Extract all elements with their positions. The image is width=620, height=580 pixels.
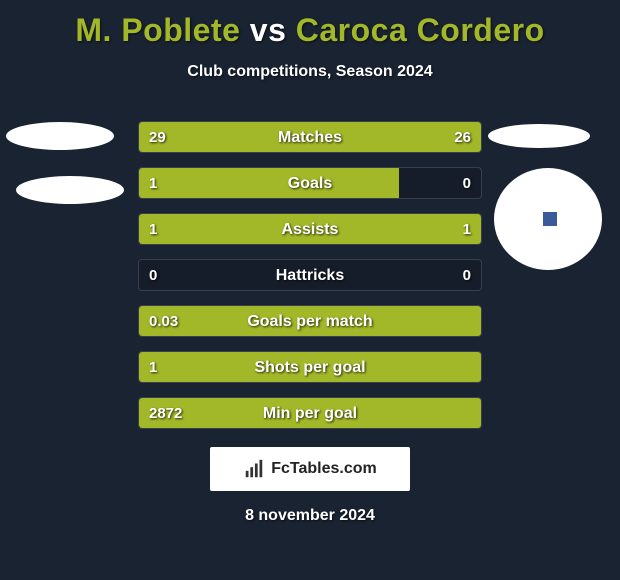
stat-row: 1Shots per goal: [138, 351, 482, 383]
stat-bar-left: [139, 214, 310, 244]
stat-bar-left: [139, 352, 481, 382]
stat-value-left: 1: [149, 214, 157, 245]
stat-value-right: 26: [454, 122, 471, 153]
footer-brand-box: FcTables.com: [210, 447, 410, 491]
stat-row: 11Assists: [138, 213, 482, 245]
stat-value-right: 0: [463, 260, 471, 291]
bar-chart-icon: [243, 458, 265, 480]
stat-label: Hattricks: [139, 260, 481, 290]
subtitle: Club competitions, Season 2024: [0, 63, 620, 81]
stat-value-left: 0.03: [149, 306, 178, 337]
badge-icon: [543, 212, 557, 226]
avatar-ellipse: [6, 122, 114, 150]
stat-row: 2926Matches: [138, 121, 482, 153]
avatar-ellipse: [488, 124, 590, 148]
stat-row: 10Goals: [138, 167, 482, 199]
stat-value-left: 0: [149, 260, 157, 291]
stat-value-right: 0: [463, 168, 471, 199]
stat-value-left: 1: [149, 168, 157, 199]
date-text: 8 november 2024: [0, 507, 620, 525]
stat-bar-left: [139, 168, 399, 198]
stat-value-left: 2872: [149, 398, 182, 429]
stat-value-right: 1: [463, 214, 471, 245]
stat-row: 0 0Hattricks: [138, 259, 482, 291]
comparison-title: M. Poblete vs Caroca Cordero: [0, 0, 620, 49]
stat-value-left: 29: [149, 122, 166, 153]
footer-brand-text: FcTables.com: [271, 460, 377, 478]
title-vs: vs: [250, 12, 287, 48]
avatar-ellipse: [16, 176, 124, 204]
stat-bar-left: [139, 306, 481, 336]
stat-row: 2872Min per goal: [138, 397, 482, 429]
player-left-name: M. Poblete: [75, 12, 240, 48]
stat-bar-right: [310, 214, 481, 244]
stats-container: 2926Matches10Goals11Assists00Hattricks0.…: [138, 121, 482, 429]
stat-bar-left: [139, 122, 319, 152]
stat-row: 0.03Goals per match: [138, 305, 482, 337]
stat-bar-left: [139, 398, 481, 428]
player-right-name: Caroca Cordero: [296, 12, 545, 48]
stat-value-left: 1: [149, 352, 157, 383]
